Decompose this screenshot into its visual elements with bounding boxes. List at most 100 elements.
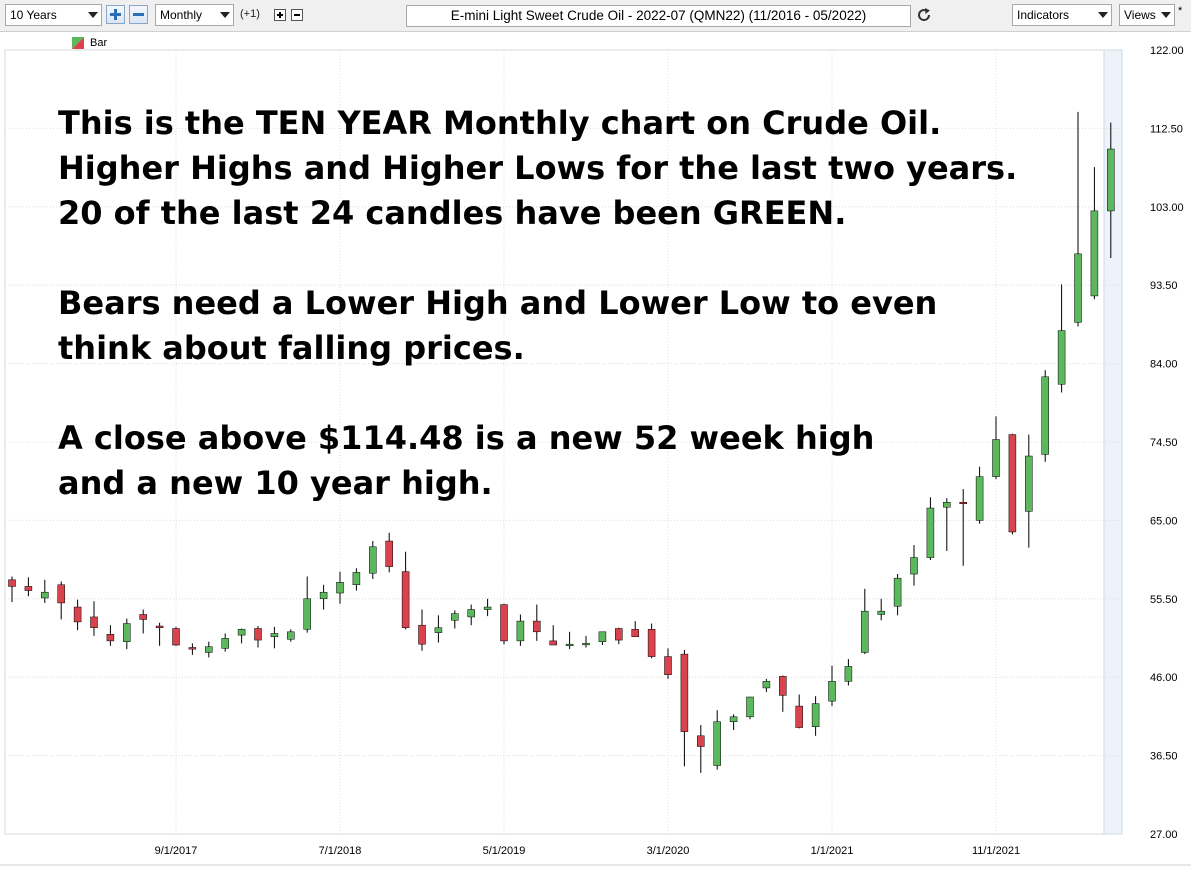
candle-body-down	[533, 620, 541, 633]
candle	[516, 614, 525, 646]
candle	[24, 577, 33, 597]
candle	[73, 599, 82, 631]
candle-body-up	[1057, 330, 1066, 385]
candle-body-down	[500, 604, 508, 642]
candle	[877, 598, 885, 621]
candle	[287, 629, 295, 642]
candle	[467, 604, 475, 626]
candle-body-down	[697, 735, 705, 747]
candle-body-up	[992, 439, 1000, 477]
legend-down-swatch	[72, 37, 84, 49]
plus-icon-stem	[279, 12, 281, 18]
candle	[565, 631, 574, 650]
candle	[221, 633, 229, 652]
annotation-line-2: Higher Highs and Higher Lows for the las…	[58, 149, 1018, 187]
chevron-down-icon	[1098, 12, 1108, 18]
candle-body-up	[237, 629, 246, 636]
candle-body-down	[1008, 434, 1017, 533]
candle	[582, 635, 590, 648]
candle-body-up	[41, 591, 49, 599]
candle-body-up	[582, 643, 590, 646]
candle-body-down	[172, 628, 180, 646]
candle	[746, 696, 754, 720]
y-tick-label: 122.00	[1150, 45, 1184, 57]
chevron-down-icon	[1161, 12, 1171, 18]
candle-body-up	[270, 633, 279, 638]
candle-body-up	[975, 476, 984, 521]
candle	[401, 551, 410, 630]
candle	[41, 579, 49, 603]
candle-body-up	[287, 631, 295, 640]
interval-select[interactable]: Monthly	[155, 4, 234, 26]
annotation-line-4: Bears need a Lower High and Lower Low to…	[58, 284, 938, 322]
candle	[172, 626, 180, 646]
candle	[319, 584, 328, 610]
candle-body-down	[664, 656, 672, 675]
symbol-title-box[interactable]: E-mini Light Sweet Crude Oil - 2022-07 (…	[406, 5, 911, 27]
candle-body-up	[483, 606, 492, 610]
candle	[926, 497, 935, 561]
minus-icon	[133, 13, 144, 16]
zoom-in-button[interactable]	[106, 5, 125, 24]
candle	[992, 416, 1000, 480]
candle-body-up	[451, 613, 459, 621]
plus-icon-stem	[114, 9, 117, 20]
candle-body-down	[779, 676, 787, 696]
interval-select-value: Monthly	[160, 8, 203, 22]
annotation-line-6: A close above $114.48 is a new 52 week h…	[58, 419, 875, 457]
candle-body-up	[713, 721, 721, 766]
candle	[418, 609, 426, 651]
x-tick-label: 3/1/2020	[647, 845, 690, 857]
y-tick-label: 27.00	[1150, 829, 1178, 841]
candle	[664, 648, 672, 679]
y-tick-label: 46.00	[1150, 672, 1178, 684]
candle-body-up	[467, 609, 475, 618]
candles	[8, 111, 1115, 773]
candle	[1107, 122, 1115, 258]
candle	[828, 665, 836, 707]
zoom-out-button[interactable]	[129, 5, 148, 24]
candle	[270, 626, 279, 649]
candle-body-down	[959, 501, 967, 504]
candle-body-up	[844, 666, 853, 682]
candle-body-down	[106, 634, 115, 642]
refresh-icon[interactable]	[916, 7, 932, 23]
candle-body-up	[336, 582, 344, 594]
step-plus-button[interactable]	[274, 9, 286, 21]
annotation-line-1: This is the TEN YEAR Monthly chart on Cr…	[58, 104, 942, 142]
candle	[598, 631, 607, 646]
range-select[interactable]: 10 Years	[5, 4, 102, 26]
candle	[1008, 433, 1017, 535]
candle-body-down	[8, 579, 16, 587]
candle	[713, 710, 721, 770]
annotation-line-3: 20 of the last 24 candles have been GREE…	[58, 194, 847, 232]
range-select-value: 10 Years	[10, 8, 57, 22]
toolbar: 10 Years Monthly (+1) E-mini Light Sweet…	[0, 0, 1191, 32]
indicators-select[interactable]: Indicators	[1012, 4, 1112, 26]
views-star: *	[1178, 5, 1183, 17]
candle	[188, 643, 197, 655]
candle	[762, 678, 771, 693]
candle-body-up	[893, 577, 902, 607]
candle-body-down	[90, 616, 98, 628]
candle-body-up	[319, 591, 328, 600]
step-minus-button[interactable]	[291, 9, 303, 21]
candle-body-down	[795, 705, 803, 728]
y-tick-label: 74.50	[1150, 437, 1178, 449]
y-axis: 122.00 112.50 103.00 93.50 84.00 74.50 65.00 55…	[1150, 45, 1184, 841]
candle	[697, 725, 705, 773]
candle-body-up	[369, 546, 377, 574]
x-axis: 1/1/20169/1/20177/1/20185/1/20193/1/2020…	[155, 845, 1020, 857]
views-select-value: Views	[1124, 8, 1156, 22]
candle-body-up	[1074, 253, 1082, 323]
views-select[interactable]: Views	[1119, 4, 1175, 26]
candle-body-up	[1041, 376, 1049, 455]
candle	[155, 622, 164, 646]
candle	[943, 498, 951, 551]
candle	[631, 621, 639, 638]
candle-body-down	[73, 606, 82, 623]
candle-body-up	[811, 703, 820, 727]
candle-body-down	[615, 628, 623, 641]
candle-body-up	[221, 638, 229, 649]
